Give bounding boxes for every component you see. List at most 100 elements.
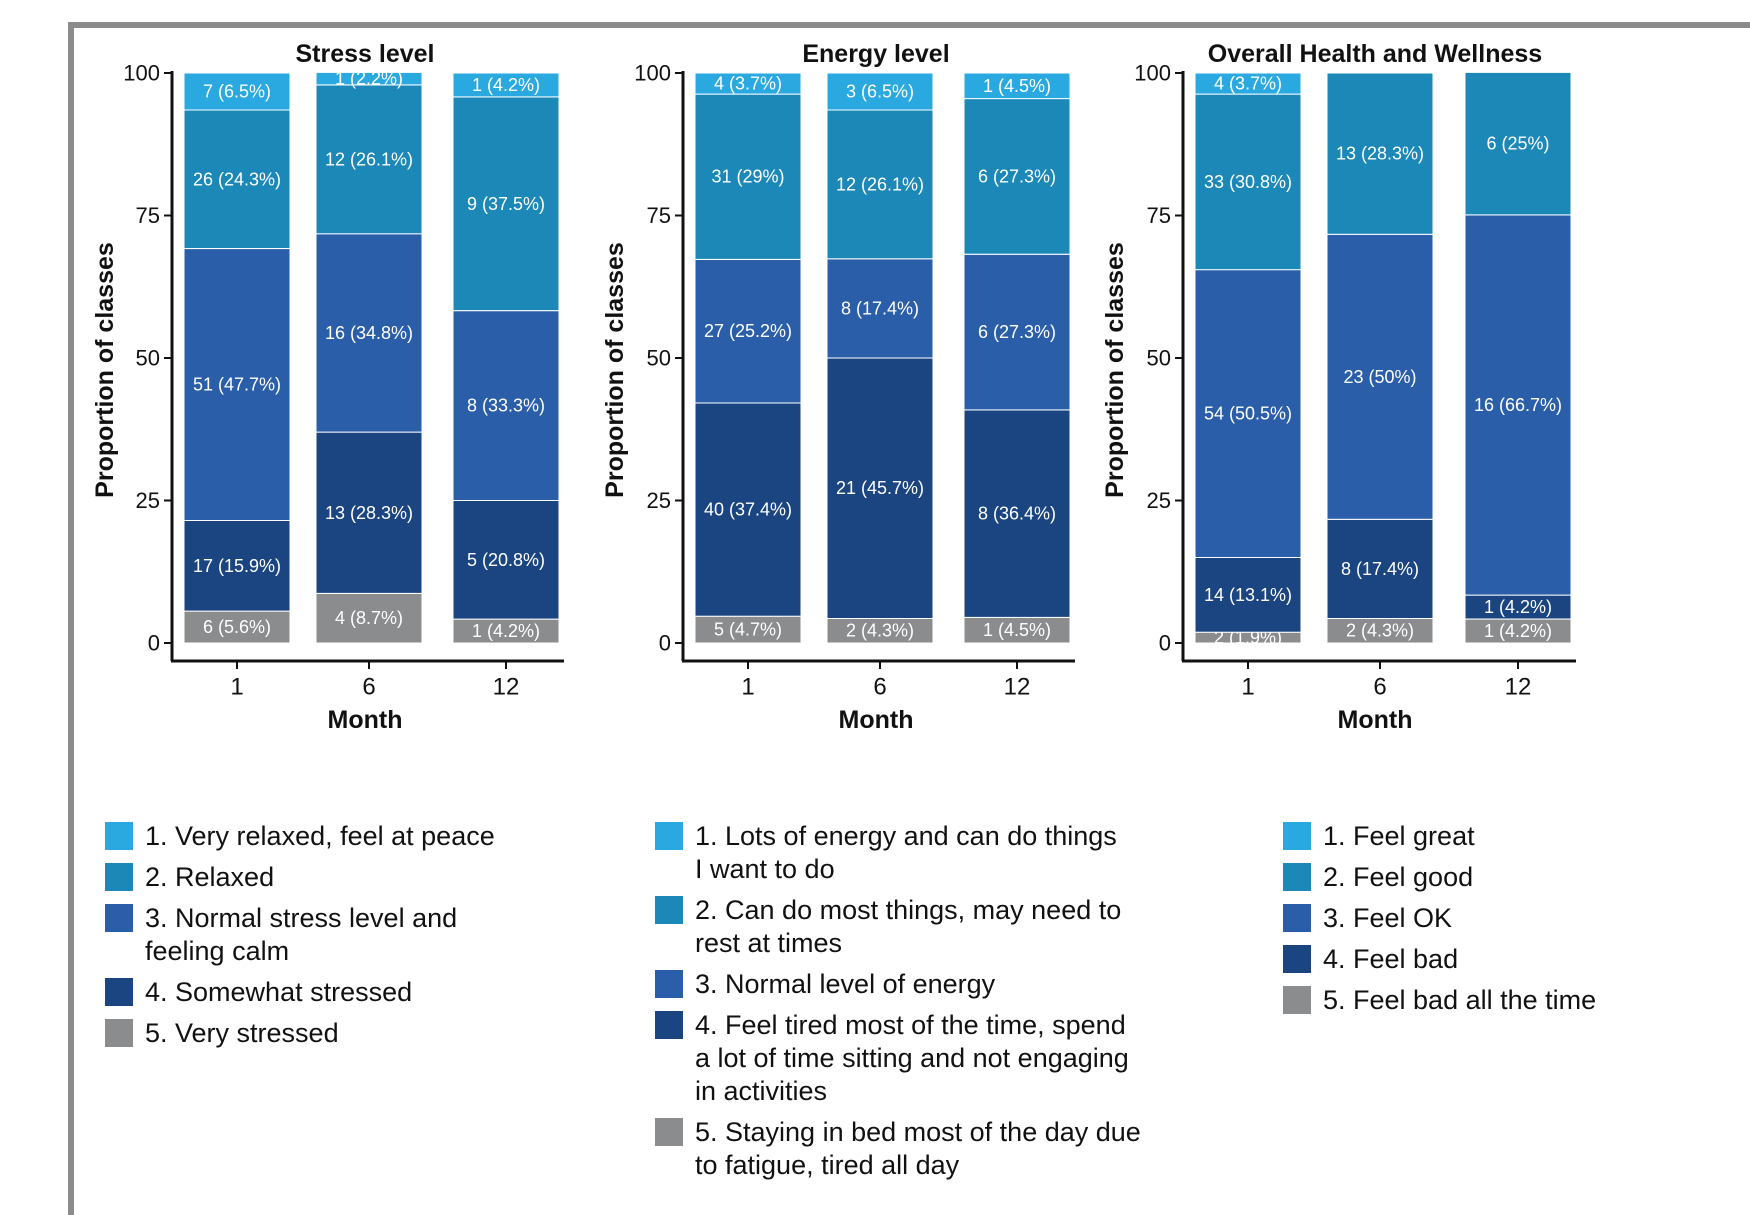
data-label: 1 (4.2%) bbox=[1484, 597, 1552, 617]
legend-swatch bbox=[655, 1118, 683, 1146]
legend-label: 3. Normal level of energy bbox=[695, 969, 996, 999]
legend-swatch bbox=[105, 978, 133, 1006]
x-tick-label: 12 bbox=[1004, 674, 1031, 701]
legend-label: 2. Relaxed bbox=[145, 862, 275, 892]
legend-item: 2. Feel good bbox=[1283, 861, 1743, 894]
bar-segment bbox=[452, 310, 560, 502]
y-tick-label: 50 bbox=[647, 346, 671, 371]
x-tick-label: 1 bbox=[741, 674, 754, 701]
x-tick-label: 6 bbox=[873, 674, 886, 701]
data-label: 5 (4.7%) bbox=[714, 620, 782, 640]
data-label: 1 (2.2%) bbox=[335, 69, 403, 89]
legend-item: 5. Staying in bed most of the day due to… bbox=[655, 1116, 1255, 1182]
legend-item: 1. Very relaxed, feel at peace bbox=[105, 820, 625, 853]
legend-item: 4. Feel tired most of the time, spend a … bbox=[655, 1009, 1255, 1108]
data-label: 40 (37.4%) bbox=[704, 500, 792, 520]
y-tick-label: 0 bbox=[148, 631, 160, 656]
data-label: 1 (4.2%) bbox=[1484, 621, 1552, 641]
legend-swatch bbox=[1283, 904, 1311, 932]
bar-segment bbox=[694, 72, 802, 95]
data-label: 5 (20.8%) bbox=[467, 550, 545, 570]
bar-segment bbox=[315, 233, 423, 433]
y-axis-label: Proportion of classes bbox=[601, 242, 629, 498]
bar-segment bbox=[183, 520, 291, 612]
data-label: 21 (45.7%) bbox=[836, 478, 924, 498]
legend-label: 5. Staying in bed most of the day due to… bbox=[695, 1117, 1141, 1180]
chart-title: Overall Health and Wellness bbox=[1208, 40, 1542, 68]
bar-segment bbox=[963, 72, 1071, 100]
bar-segment bbox=[826, 72, 934, 111]
data-label: 26 (24.3%) bbox=[193, 169, 281, 189]
legend-swatch bbox=[1283, 945, 1311, 973]
legend-item: 4. Feel bad bbox=[1283, 943, 1743, 976]
legend-item: 3. Feel OK bbox=[1283, 902, 1743, 935]
legend-item: 2. Relaxed bbox=[105, 861, 625, 894]
data-label: 8 (17.4%) bbox=[1341, 559, 1419, 579]
x-tick-label: 12 bbox=[493, 674, 520, 701]
data-label: 33 (30.8%) bbox=[1204, 172, 1292, 192]
bar-segment bbox=[694, 93, 802, 260]
x-tick-label: 6 bbox=[362, 674, 375, 701]
legend-label: 3. Feel OK bbox=[1323, 903, 1453, 933]
chart-title: Energy level bbox=[802, 40, 949, 68]
data-label: 8 (33.3%) bbox=[467, 396, 545, 416]
data-label: 6 (25%) bbox=[1486, 134, 1549, 154]
legend-item: 1. Feel great bbox=[1283, 820, 1743, 853]
bar-segment bbox=[1326, 72, 1434, 235]
y-tick-label: 75 bbox=[647, 203, 671, 228]
legend-swatch bbox=[105, 904, 133, 932]
data-label: 6 (5.6%) bbox=[203, 617, 271, 637]
x-tick-label: 12 bbox=[1505, 674, 1532, 701]
legend-label: 1. Feel great bbox=[1323, 821, 1475, 851]
legend-label: 5. Feel bad all the time bbox=[1323, 985, 1597, 1015]
legend-stress-level: 1. Very relaxed, feel at peace 2. Relaxe… bbox=[105, 820, 625, 1058]
y-tick-label: 75 bbox=[136, 203, 160, 228]
data-label: 31 (29%) bbox=[711, 167, 784, 187]
legend-label: 4. Feel tired most of the time, spend a … bbox=[695, 1010, 1129, 1106]
legend-swatch bbox=[655, 896, 683, 924]
data-label: 7 (6.5%) bbox=[203, 82, 271, 102]
y-tick-label: 0 bbox=[659, 631, 671, 656]
y-axis-label: Proportion of classes bbox=[91, 242, 119, 498]
data-label: 4 (3.7%) bbox=[1214, 74, 1282, 94]
bar-segment bbox=[315, 71, 423, 86]
legend-overall-health: 1. Feel great 2. Feel good 3. Feel OK 4.… bbox=[1283, 820, 1743, 1025]
legend-item: 1. Lots of energy and can do things I wa… bbox=[655, 820, 1255, 886]
y-axis-label: Proportion of classes bbox=[1101, 242, 1129, 498]
frame-top-border bbox=[68, 22, 1750, 28]
data-label: 14 (13.1%) bbox=[1204, 585, 1292, 605]
data-label: 16 (66.7%) bbox=[1474, 395, 1562, 415]
data-label: 12 (26.1%) bbox=[325, 149, 413, 169]
y-tick-label: 25 bbox=[1147, 488, 1171, 513]
bar-segment bbox=[315, 431, 423, 594]
bar-segment bbox=[452, 500, 560, 620]
x-tick-label: 6 bbox=[1373, 674, 1386, 701]
legend-label: 1. Very relaxed, feel at peace bbox=[145, 821, 495, 851]
bar-segment bbox=[694, 615, 802, 644]
bar-segment bbox=[315, 592, 423, 644]
legend-swatch bbox=[105, 1019, 133, 1047]
data-label: 9 (37.5%) bbox=[467, 194, 545, 214]
data-label: 17 (15.9%) bbox=[193, 556, 281, 576]
legend-item: 4. Somewhat stressed bbox=[105, 976, 625, 1009]
bar-segment bbox=[1464, 71, 1572, 216]
legend-swatch bbox=[655, 822, 683, 850]
chart-title: Stress level bbox=[296, 40, 435, 68]
legend-label: 1. Lots of energy and can do things I wa… bbox=[695, 821, 1117, 884]
legend-energy-level: 1. Lots of energy and can do things I wa… bbox=[655, 820, 1255, 1190]
data-label: 4 (3.7%) bbox=[714, 74, 782, 94]
legend-label: 4. Somewhat stressed bbox=[145, 977, 413, 1007]
legend-label: 3. Normal stress level and feeling calm bbox=[145, 903, 458, 966]
x-tick-label: 1 bbox=[230, 674, 243, 701]
data-label: 27 (25.2%) bbox=[704, 321, 792, 341]
legend-item: 5. Feel bad all the time bbox=[1283, 984, 1743, 1017]
bar-segment bbox=[694, 402, 802, 617]
bar-segment bbox=[1194, 72, 1302, 95]
legend-item: 3. Normal stress level and feeling calm bbox=[105, 902, 625, 968]
y-tick-label: 0 bbox=[1159, 631, 1171, 656]
data-label: 1 (4.5%) bbox=[983, 76, 1051, 96]
data-label: 23 (50%) bbox=[1343, 367, 1416, 387]
bar-segment bbox=[826, 357, 934, 619]
legend-item: 5. Very stressed bbox=[105, 1017, 625, 1050]
